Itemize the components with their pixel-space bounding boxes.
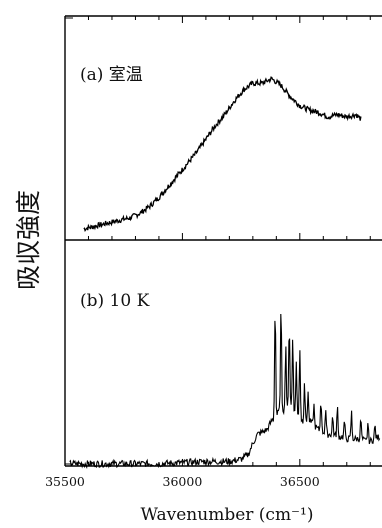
x-tick-label: 35500 [45, 474, 85, 489]
x-axis-title: Wavenumber (cm⁻¹) [141, 505, 314, 525]
y-axis-title: 吸収強度 [14, 190, 43, 290]
x-tick-label: 36500 [280, 474, 320, 489]
series-line-10k [69, 313, 381, 470]
series-line-room-temperature [83, 76, 362, 232]
x-tick-label: 36000 [163, 474, 203, 489]
panel-a-label: (a) 室温 [80, 65, 143, 85]
panel-b: (b) 10 K [69, 291, 381, 470]
x-axis-tick-labels: 35500 36000 36500 [45, 474, 320, 489]
panel-b-label: (b) 10 K [80, 291, 150, 311]
x-axis-ticks [64, 16, 371, 466]
panel-a: (a) 室温 [80, 65, 362, 232]
